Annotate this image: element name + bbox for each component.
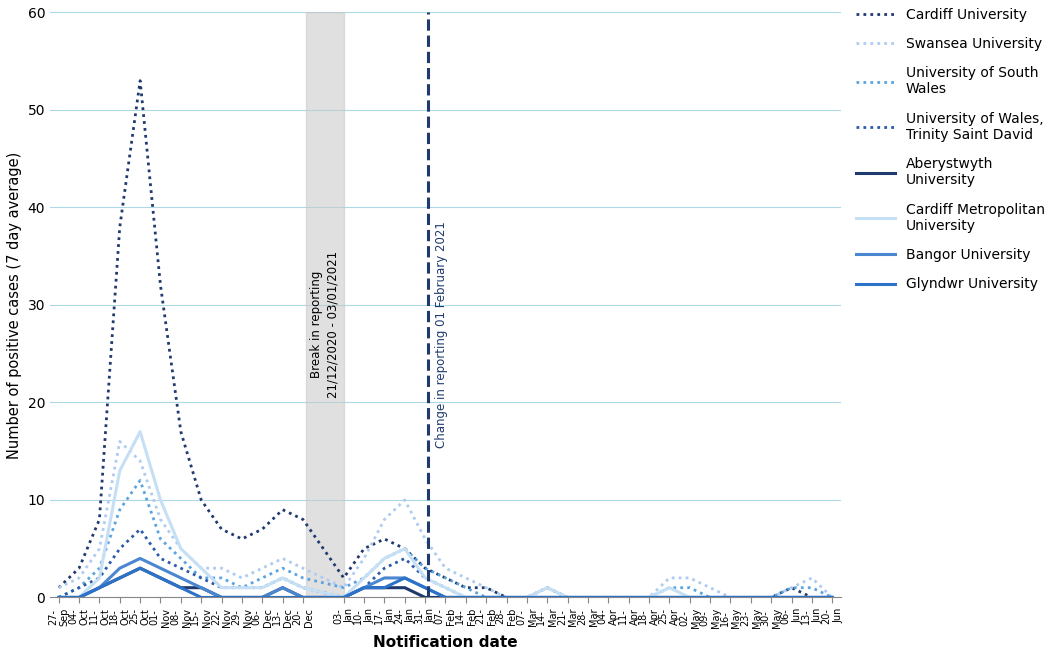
X-axis label: Notification date: Notification date [373,635,518,650]
Text: Change in reporting 01 February 2021: Change in reporting 01 February 2021 [436,221,448,447]
Text: Break in reporting
21/12/2020 - 03/01/2021: Break in reporting 21/12/2020 - 03/01/20… [309,251,340,398]
Y-axis label: Number of positive cases (7 day average): Number of positive cases (7 day average) [7,151,22,459]
Legend: Cardiff University, Swansea University, University of South
Wales, University of: Cardiff University, Swansea University, … [856,8,1045,292]
Bar [306,12,344,597]
